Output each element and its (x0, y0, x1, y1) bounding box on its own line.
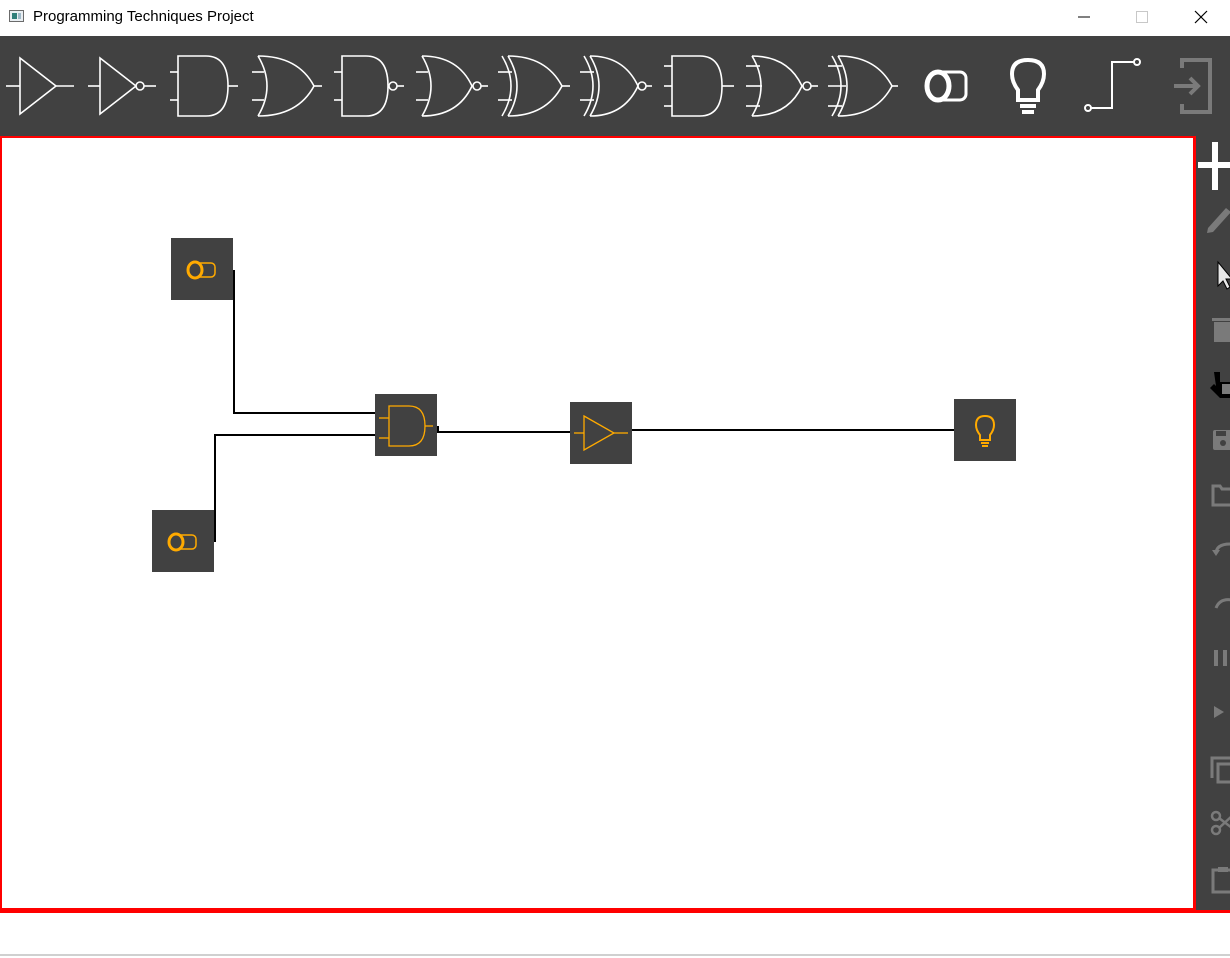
tool-buffer-gate[interactable] (2, 46, 82, 126)
and3-gate-icon (664, 55, 734, 117)
tool-and3-gate[interactable] (660, 46, 740, 126)
wire[interactable] (214, 434, 376, 542)
tool-switch[interactable] (906, 46, 986, 126)
undo-button[interactable] (1196, 528, 1230, 568)
nor3-gate-icon (746, 55, 818, 117)
xor-gate-icon (498, 55, 570, 117)
window-title: Programming Techniques Project (33, 8, 254, 25)
tool-wire[interactable] (1072, 46, 1152, 126)
delete-button[interactable] (1196, 308, 1230, 348)
close-button[interactable] (1172, 0, 1230, 34)
add-button[interactable] (1196, 138, 1230, 194)
switch-icon (167, 532, 197, 552)
tool-led[interactable] (988, 46, 1068, 126)
tool-nand-gate[interactable] (330, 46, 410, 126)
status-bar (0, 910, 1230, 954)
and-gate-icon (170, 55, 238, 117)
buffer-gate-icon (574, 414, 628, 452)
minimize-icon (1078, 16, 1090, 18)
and-gate-icon (379, 405, 433, 447)
pause-button[interactable] (1196, 638, 1230, 678)
redo-button[interactable] (1196, 582, 1230, 622)
wire[interactable] (437, 426, 572, 433)
tool-xnor-gate[interactable] (576, 46, 656, 126)
copy-button[interactable] (1196, 748, 1230, 788)
tool-nor-gate[interactable] (412, 46, 492, 126)
redo-icon (1214, 598, 1230, 609)
tool-not-gate[interactable] (84, 46, 164, 126)
simulate-button[interactable] (1196, 692, 1230, 732)
switch-icon (924, 69, 968, 103)
action-toolbar (1193, 136, 1230, 910)
save-button[interactable] (1196, 418, 1230, 458)
component-and-gate[interactable] (375, 394, 437, 456)
maximize-icon (1136, 11, 1148, 23)
move-button[interactable] (1196, 362, 1230, 402)
cursor-icon (1217, 260, 1230, 290)
wires-layer (214, 270, 954, 542)
folder-icon (1211, 484, 1230, 507)
xnor-gate-icon (580, 55, 652, 117)
title-bar: Programming Techniques Project (0, 0, 1230, 36)
tool-exit[interactable] (1154, 46, 1230, 126)
play-icon (1214, 706, 1224, 718)
pause-icon (1214, 650, 1227, 666)
pencil-icon (1207, 208, 1230, 233)
xor3-gate-icon (828, 55, 898, 117)
tool-or-gate[interactable] (248, 46, 328, 126)
paste-button[interactable] (1196, 858, 1230, 898)
nor-gate-icon (416, 55, 488, 117)
tool-and-gate[interactable] (166, 46, 246, 126)
undo-icon (1212, 542, 1230, 556)
buffer-gate-icon (6, 56, 74, 116)
close-icon (1194, 10, 1208, 24)
maximize-button[interactable] (1113, 0, 1171, 34)
component-led[interactable] (954, 399, 1016, 461)
tool-nor3-gate[interactable] (742, 46, 822, 126)
copy-icon (1210, 756, 1230, 784)
scissors-icon (1210, 810, 1230, 836)
component-buffer-gate[interactable] (570, 402, 632, 464)
trash-icon (1212, 318, 1230, 342)
component-switch-2[interactable] (152, 510, 214, 572)
select-button[interactable] (1196, 254, 1230, 294)
save-icon (1213, 430, 1230, 450)
or-gate-icon (252, 55, 322, 117)
plus-icon (1198, 142, 1230, 190)
window-bottom-edge (0, 954, 1230, 956)
lightbulb-icon (1009, 57, 1047, 114)
wire-icon (1084, 58, 1141, 112)
nand-gate-icon (334, 55, 404, 117)
cut-button[interactable] (1196, 802, 1230, 842)
tool-xor3-gate[interactable] (824, 46, 904, 126)
hand-icon (1210, 372, 1230, 398)
not-gate-icon (88, 56, 156, 116)
exit-icon (1174, 58, 1212, 114)
component-switch-1[interactable] (171, 238, 233, 300)
app-icon (9, 10, 24, 22)
component-toolbar (0, 36, 1230, 136)
switch-icon (186, 260, 216, 280)
tool-xor-gate[interactable] (494, 46, 574, 126)
edit-button[interactable] (1196, 198, 1230, 238)
clipboard-icon (1211, 867, 1230, 894)
minimize-button[interactable] (1055, 0, 1113, 34)
lightbulb-icon (974, 414, 996, 447)
wire[interactable] (233, 270, 376, 414)
load-button[interactable] (1196, 472, 1230, 512)
